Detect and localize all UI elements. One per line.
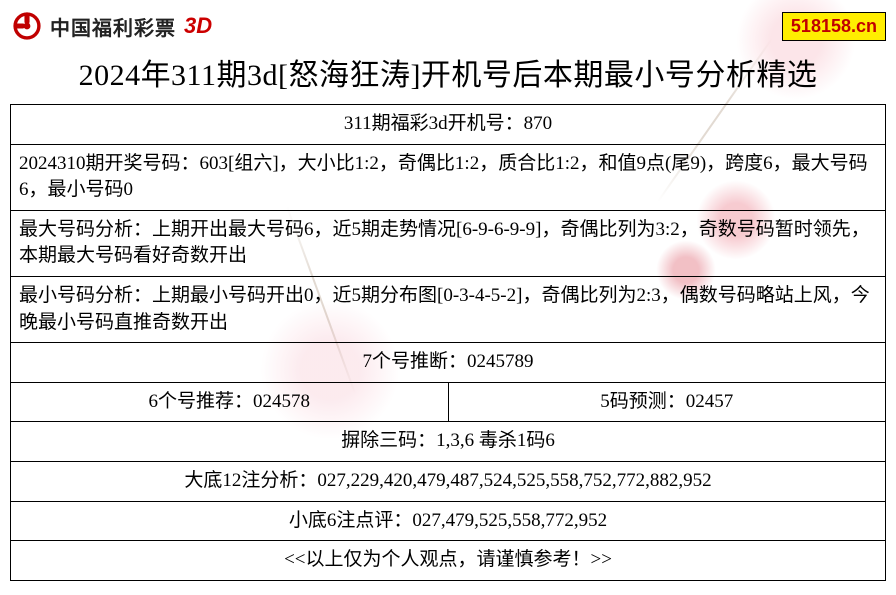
row-exclude: 摒除三码：1,3,6 毒杀1码6 (11, 422, 885, 462)
lottery-logo-icon (10, 9, 44, 43)
row-small6: 小底6注点评：027,479,525,558,772,952 (11, 502, 885, 542)
page-title: 2024年311期3d[怒海狂涛]开机号后本期最小号分析精选 (0, 46, 896, 104)
row-prev-result: 2024310期开奖号码：603[组六]，大小比1:2，奇偶比1:2，质合比1:… (11, 145, 885, 211)
logo-block: 中国福利彩票 3D (10, 9, 212, 43)
row-max-analysis: 最大号码分析：上期开出最大号码6，近5期走势情况[6-9-6-9-9]，奇偶比列… (11, 211, 885, 277)
cell-5num: 5码预测：02457 (449, 383, 886, 422)
content-table: 311期福彩3d开机号：870 2024310期开奖号码：603[组六]，大小比… (10, 104, 886, 581)
row-min-analysis: 最小号码分析：上期最小号码开出0，近5期分布图[0-3-4-5-2]，奇偶比列为… (11, 277, 885, 343)
row-disclaimer: <<以上仅为个人观点，请谨慎参考！>> (11, 541, 885, 580)
brand-3d: 3D (184, 13, 212, 39)
brand-text: 中国福利彩票 (50, 12, 176, 41)
cell-6num: 6个号推荐：024578 (11, 383, 449, 422)
header: 中国福利彩票 3D 518158.cn (0, 0, 896, 46)
row-7num: 7个号推断：0245789 (11, 343, 885, 383)
row-6-5-split: 6个号推荐：024578 5码预测：02457 (11, 383, 885, 423)
site-badge: 518158.cn (782, 12, 886, 41)
row-open-number: 311期福彩3d开机号：870 (11, 105, 885, 145)
row-big12: 大底12注分析：027,229,420,479,487,524,525,558,… (11, 462, 885, 502)
